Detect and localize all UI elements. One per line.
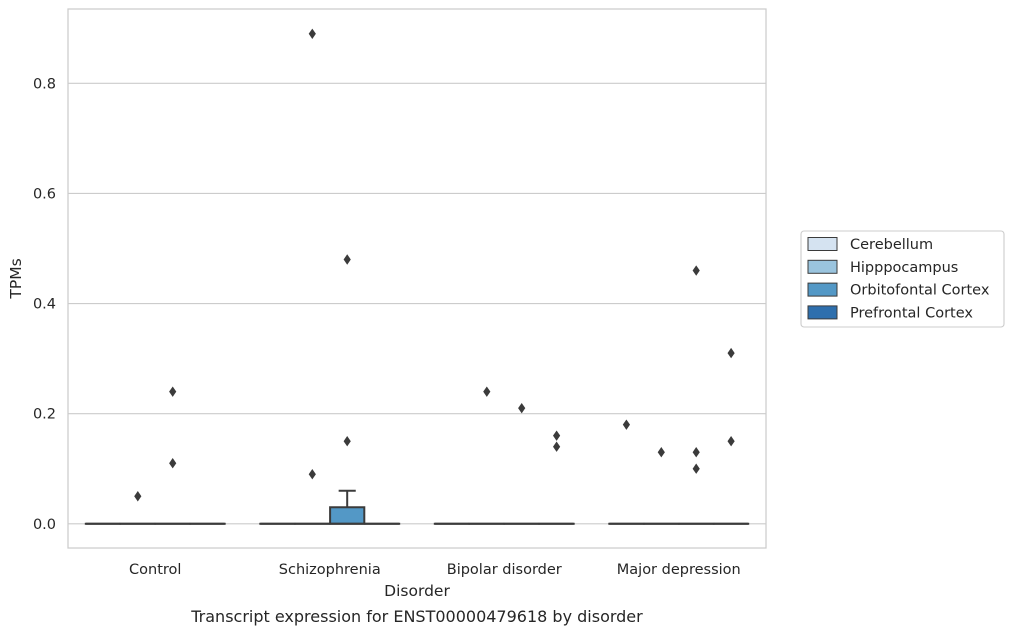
x-tick-label: Major depression [617,562,741,578]
legend-swatch [807,237,838,251]
outlier-point [134,491,142,502]
legend-item: Cerebellum [807,237,933,253]
box-orbitofontal-cortex [329,489,366,525]
y-tick-label: 0.0 [33,517,56,533]
legend-label: Orbitofontal Cortex [850,283,990,299]
y-tick-label: 0.2 [33,407,56,423]
legend-item: Hipppocampus [807,259,958,276]
y-axis-label: TPMs [7,258,25,299]
legend-label: Cerebellum [850,237,933,253]
outlier-point [169,458,177,469]
outlier-point [692,265,700,276]
legend-swatch [807,282,838,297]
y-tick-label: 0.8 [33,76,56,92]
outlier-point [308,28,316,39]
boxes [84,489,750,525]
outlier-point [553,441,561,452]
outlier-point [308,469,316,480]
outlier-point [553,430,561,441]
outlier-point [727,347,735,359]
x-axis-ticks: Control Schizophrenia Bipolar disorder Majo… [129,562,741,578]
outlier-point [727,435,735,447]
outlier-point [483,386,491,397]
x-tick-label: Bipolar disorder [447,562,562,578]
outlier-point [622,419,630,430]
legend-frame [800,230,1005,328]
box-body [329,506,366,525]
outlier-point [343,435,351,447]
outlier-point [692,447,700,458]
plot-frame [67,8,767,549]
grid-lines [68,82,766,525]
legend-swatch [807,259,838,274]
legend-item: Prefrontal Cortex [807,305,973,321]
legend-item: Orbitofontal Cortex [807,282,990,299]
legend-label: Prefrontal Cortex [850,305,973,321]
x-axis-label: Disorder [384,582,450,600]
chart-caption: Transcript expression for ENST0000047961… [190,607,643,626]
outlier-point [518,402,526,414]
outlier-point [657,447,665,458]
legend: Cerebellum Hipppocampus Orbitofontal Corte… [800,230,1005,328]
x-tick-label: Schizophrenia [279,562,381,578]
x-tick-label: Control [129,562,181,578]
legend-swatch [807,305,838,320]
outlier-point [343,254,351,265]
y-tick-label: 0.6 [33,186,56,202]
outlier-points [134,28,735,502]
y-axis-ticks: 0.0 0.2 0.4 0.6 0.8 [33,76,56,532]
outlier-point [692,463,700,474]
outlier-point [169,386,177,397]
y-tick-label: 0.4 [33,297,56,313]
legend-label: Hipppocampus [850,260,958,276]
